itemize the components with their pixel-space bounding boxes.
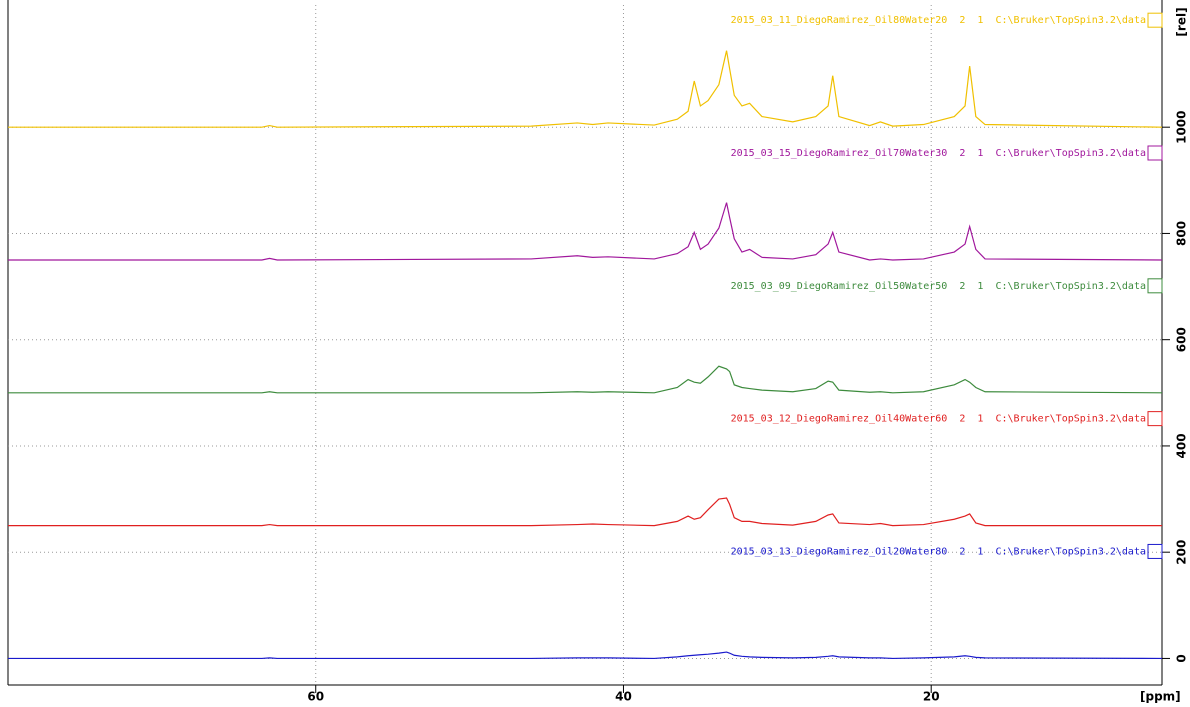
spectrum: [8, 202, 1163, 261]
x-tick-label: 60: [307, 690, 324, 704]
y-axis-label: [rel]: [1175, 7, 1189, 36]
spectrum: [8, 651, 1163, 660]
y-tick-label: 0: [1175, 654, 1189, 662]
spectrum: [8, 365, 1163, 394]
legend-label: 2015_03_12_DiegoRamirez_Oil40Water60 2 1…: [731, 414, 1146, 425]
y-tick-label: 200: [1175, 540, 1189, 565]
x-axis-label: [ppm]: [1140, 690, 1181, 704]
legend-label: 2015_03_15_DiegoRamirez_Oil70Water30 2 1…: [731, 148, 1146, 159]
spectrum: [8, 50, 1163, 128]
y-tick-label: 1000: [1175, 110, 1189, 143]
y-tick-label: 400: [1175, 433, 1189, 458]
legend-label: 2015_03_13_DiegoRamirez_Oil20Water80 2 1…: [731, 546, 1146, 557]
y-tick-label: 600: [1175, 327, 1189, 352]
x-tick-label: 20: [923, 690, 940, 704]
legend-marker: [1147, 543, 1163, 559]
legend-marker: [1147, 278, 1163, 294]
legend-label: 2015_03_11_DiegoRamirez_Oil80Water20 2 1…: [731, 15, 1146, 26]
legend-label: 2015_03_09_DiegoRamirez_Oil50Water50 2 1…: [731, 281, 1146, 292]
spectrum: [8, 497, 1162, 527]
y-tick-label: 800: [1175, 221, 1189, 246]
legend-marker: [1147, 145, 1163, 161]
legend-marker: [1147, 411, 1163, 427]
x-tick-label: 40: [615, 690, 632, 704]
legend-marker: [1147, 12, 1163, 28]
